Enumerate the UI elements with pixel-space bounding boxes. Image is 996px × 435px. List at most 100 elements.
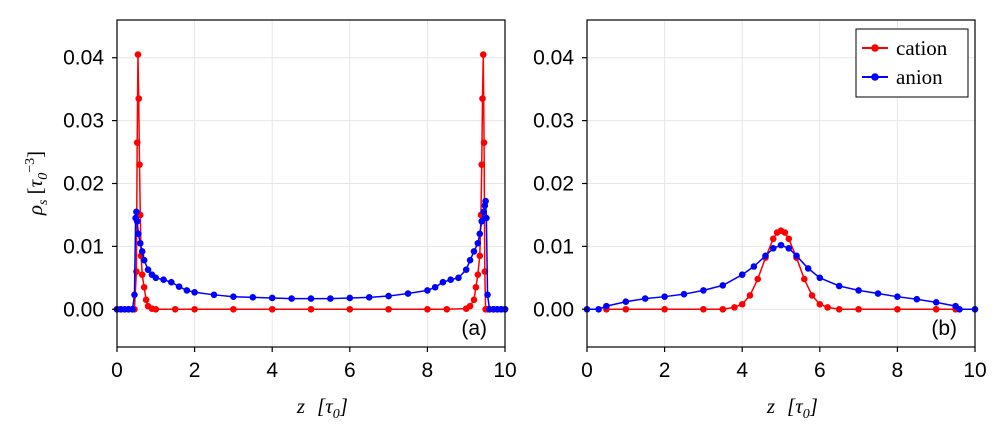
x-tick-label: 8 (422, 359, 434, 382)
anion-point (431, 283, 439, 291)
anion-point (474, 239, 482, 247)
cation-point (781, 229, 789, 236)
panel-b: 0 2 4 6 8 10 0.00 0.01 0.02 0.03 0.04 z [τ0] (b) catio… (533, 19, 987, 422)
cation-point (268, 305, 276, 313)
cation-point (466, 302, 474, 310)
anion-point (622, 298, 630, 306)
anion-point (135, 230, 142, 238)
x-axis-label: z (766, 394, 775, 418)
y-tick-label: 0.00 (533, 298, 574, 321)
anion-point (793, 252, 800, 260)
cation-point (443, 305, 451, 313)
cation-point (142, 296, 150, 304)
anion-point (288, 295, 295, 302)
anion-point (480, 208, 487, 216)
y-axis-label: ρs [τ0−3] (23, 151, 51, 216)
anion-point (249, 294, 257, 301)
anion-legend-marker (871, 73, 879, 81)
panel-label: (a) (461, 317, 487, 340)
anion-point (152, 274, 160, 282)
cation-point (800, 275, 808, 283)
anion-point (476, 230, 484, 238)
x-tick-label: 4 (266, 359, 278, 382)
anion-point (750, 263, 758, 270)
anion-point (661, 293, 668, 300)
anion-point (913, 295, 921, 303)
x-tick-label: 10 (963, 359, 986, 382)
anion-legend-label: anion (896, 65, 943, 89)
anion-point (478, 217, 486, 225)
cation-point (191, 305, 198, 313)
y-tick-label: 0.02 (63, 173, 104, 196)
cation-point (138, 271, 146, 278)
cation-point (140, 283, 148, 291)
y-tick-label: 0.03 (533, 110, 574, 133)
anion-point (404, 290, 412, 297)
anion-point (131, 291, 138, 299)
x-tick-label: 0 (111, 359, 123, 382)
anion-point (439, 278, 447, 286)
anion-point (804, 265, 812, 272)
anion-point (484, 291, 491, 299)
cation-point (746, 292, 754, 299)
y-tick-label: 0.01 (63, 235, 104, 258)
anion-point (680, 290, 688, 298)
cation-line (117, 54, 505, 311)
anion-point (447, 276, 454, 284)
anion-point (140, 256, 148, 264)
x-tick-label: 0 (581, 359, 593, 382)
anion-point (230, 293, 237, 300)
y-tick-label: 0.01 (533, 235, 574, 258)
cation-point (754, 275, 762, 283)
anion-point (210, 291, 218, 299)
y-tick-label: 0.02 (533, 173, 574, 196)
anion-point (466, 256, 474, 264)
anion-point (641, 295, 649, 302)
cation-point (769, 235, 777, 243)
x-axis-label: z (296, 394, 305, 418)
anion-point (603, 302, 610, 310)
cation-point (478, 161, 486, 168)
y-tick-label: 0.04 (533, 47, 574, 70)
anion-point (785, 244, 793, 252)
anion-point (482, 197, 489, 205)
anion-point (385, 292, 392, 300)
anion-point (956, 305, 963, 313)
anion-point (455, 274, 462, 282)
anion-point (175, 283, 183, 290)
anion-point (777, 241, 785, 249)
cation-point (808, 292, 816, 299)
cation-point (816, 300, 824, 308)
anion-point (483, 214, 490, 222)
anion-point (738, 271, 746, 278)
panel-a: 0 2 4 6 8 10 0.00 0.01 0.02 0.03 0.04 z [τ0] ρs [τ0−3… (23, 19, 517, 422)
anion-point (424, 287, 431, 294)
cation-point (785, 235, 793, 243)
anion-point (816, 274, 824, 282)
cation-point (171, 305, 179, 313)
anion-point (183, 287, 191, 294)
x-tick-label: 8 (892, 359, 904, 382)
anion-point (129, 305, 136, 313)
cation-point (424, 305, 431, 313)
cation-point (479, 51, 487, 58)
x-axis-unit: [τ0] (317, 394, 348, 422)
x-tick-label: 6 (814, 359, 826, 382)
anion-point (136, 239, 144, 247)
y-tick-label: 0.03 (63, 110, 104, 133)
anion-point (835, 282, 843, 290)
cation-point (133, 139, 141, 146)
cation-legend-marker (871, 44, 879, 52)
cation-point (855, 305, 862, 313)
y-tick-label: 0.04 (63, 47, 104, 70)
cation-point (470, 296, 478, 304)
x-tick-label: 2 (659, 359, 671, 382)
cation-point (230, 305, 237, 313)
anion-point (346, 294, 354, 302)
cation-point (476, 252, 484, 260)
cation-point (479, 95, 486, 102)
cation-point (661, 305, 668, 313)
anion-point (365, 294, 373, 301)
anion-point (595, 305, 602, 313)
anion-point (168, 278, 175, 286)
